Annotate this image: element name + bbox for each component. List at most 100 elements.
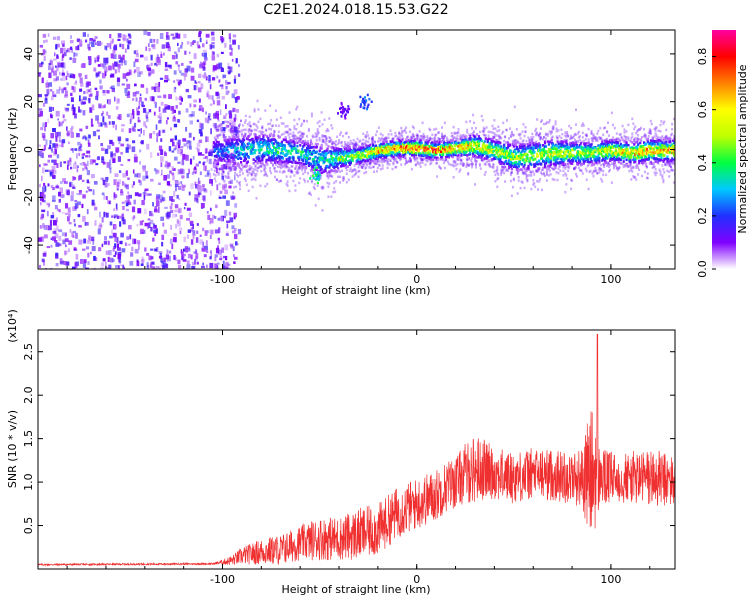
noise-cell [78,39,82,43]
noise-cell [203,254,207,258]
ridge-cell [305,149,308,153]
noise-cell [236,96,240,100]
noise-cell [111,229,113,235]
noise-cell [141,256,144,262]
noise-cell [133,153,137,156]
noise-cell [153,39,156,43]
halo-cell [483,133,486,137]
ridge-cell [290,144,293,148]
noise-cell [41,209,46,213]
halo-cell [262,163,265,166]
noise-cell [186,41,190,45]
noise-cell [108,65,112,71]
halo-cell [503,171,506,175]
halo-cell [256,126,259,129]
ridge-cell [476,156,480,159]
ridge-cell [234,146,237,150]
ridge-cell [268,158,271,162]
halo-cell [365,162,368,165]
halo-cell [435,127,438,131]
halo-cell [246,174,249,177]
ridge-cell [532,146,535,149]
ridge-cell [289,139,292,142]
halo-cell [272,163,274,166]
noise-cell [154,248,158,252]
noise-cell [136,224,139,227]
noise-cell [204,72,207,75]
noise-cell [52,91,55,97]
noise-cell [181,41,184,46]
halo-cell [452,176,455,179]
noise-cell [104,71,107,77]
ridge-cell [498,145,501,148]
halo-cell [254,178,257,182]
noise-cell [61,194,65,198]
halo-cell [535,133,538,137]
halo-cell [456,134,459,138]
noise-cell [220,155,223,160]
halo-cell [310,114,313,118]
noise-cell [39,183,41,188]
ridge-cell [483,144,486,148]
noise-cell [67,248,70,253]
noise-cell [214,257,217,262]
halo-cell [475,126,477,130]
ridge-cell [339,151,342,155]
halo-cell [480,158,483,162]
ridge-cell [298,165,301,169]
halo-cell [263,164,266,168]
noise-cell [100,63,104,67]
ridge-cell [419,152,422,155]
ridge-cell [401,138,404,141]
noise-cell [87,43,90,49]
noise-cell [121,213,124,217]
halo-cell [269,122,272,125]
noise-cell [83,135,87,139]
ridge-cell [334,169,337,172]
noise-cell [98,135,100,140]
noise-cell [197,181,200,186]
noise-cell [121,124,125,127]
halo-cell [419,161,422,164]
ridge-cell [306,157,309,160]
noise-cell [120,264,122,267]
ridge-cell [373,147,376,151]
halo-cell [318,136,321,140]
halo-cell [287,169,290,172]
halo-cell [249,125,252,128]
noise-cell [56,89,60,94]
noise-cell [197,177,200,183]
ridge-cell [331,169,334,173]
halo-cell [508,137,510,140]
noise-cell [62,47,66,52]
ridge-cell [221,143,224,146]
ridge-cell [537,154,540,158]
ridge-cell [274,138,277,142]
noise-cell [169,205,173,210]
halo-cell [504,180,507,183]
noise-cell [61,232,65,237]
halo-cell [272,124,274,127]
halo-cell [381,164,384,167]
ridge-cell [487,151,490,154]
ridge-cell [265,142,268,145]
halo-cell [295,108,298,111]
noise-cell [112,49,116,54]
ridge-cell [285,158,288,161]
ridge-cell [317,152,320,156]
ridge-cell [442,153,445,156]
ridge-cell [341,159,345,162]
halo-cell [405,131,408,134]
halo-cell [456,131,459,134]
noise-cell [144,188,149,191]
noise-cell [113,214,118,218]
ridge-cell [503,156,506,159]
halo-cell [261,126,264,129]
ridge-cell [260,141,263,144]
noise-cell [158,82,161,87]
ridge-cell [412,147,415,150]
noise-cell [132,92,137,97]
noise-cell [164,79,168,83]
ridge-cell [292,137,295,140]
noise-cell [108,264,112,269]
